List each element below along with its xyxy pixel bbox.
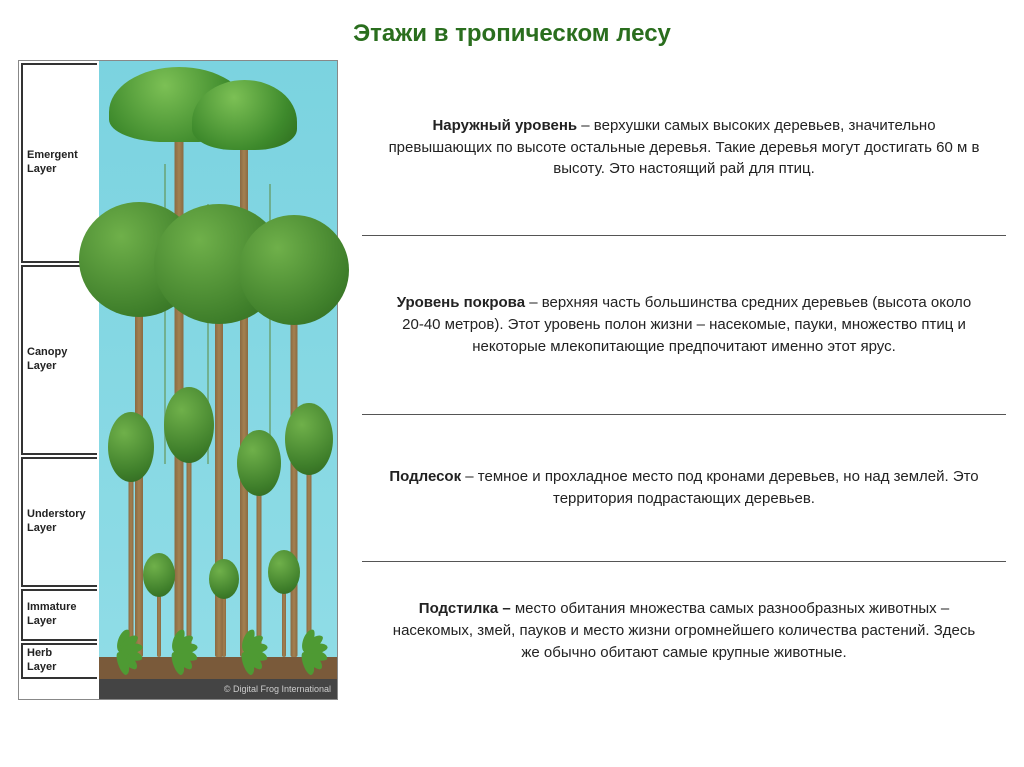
tree-crown <box>239 215 349 325</box>
tree-crown <box>108 412 154 482</box>
layer-label-emergent: EmergentLayer <box>27 149 78 177</box>
content-row: EmergentLayer CanopyLayer UnderstoryLayer I… <box>0 60 1024 755</box>
description-block: Подстилка – место обитания множества сам… <box>362 562 1006 700</box>
descriptions-column: Наружный уровень – верхушки самых высоки… <box>362 60 1006 755</box>
description-text: Уровень покрова – верхняя часть большинс… <box>384 292 984 357</box>
layer-label-immature: ImmatureLayer <box>27 601 77 629</box>
description-block: Наружный уровень – верхушки самых высоки… <box>362 60 1006 236</box>
diagram-copyright: © Digital Frog International <box>99 679 337 699</box>
description-label: Уровень покрова <box>397 294 525 311</box>
shrub <box>119 655 121 657</box>
description-block: Подлесок – темное и прохладное место под… <box>362 415 1006 562</box>
slide: Этажи в тропическом лесу EmergentLayer Ca… <box>0 0 1024 767</box>
tree-crown <box>237 430 281 496</box>
page-title: Этажи в тропическом лесу <box>0 0 1024 60</box>
tree-crown <box>209 559 239 599</box>
shrub <box>244 655 246 657</box>
layer-label-understory: UnderstoryLayer <box>27 508 86 536</box>
layer-label-canopy: CanopyLayer <box>27 346 67 374</box>
tree-crown <box>268 550 300 594</box>
tree-crown <box>143 553 175 597</box>
tree-crown <box>285 403 333 475</box>
description-label: Подлесок <box>389 468 461 485</box>
shrub <box>304 655 306 657</box>
description-block: Уровень покрова – верхняя часть большинс… <box>362 236 1006 415</box>
tree <box>209 579 239 657</box>
shrub <box>174 655 176 657</box>
description-text: Подстилка – место обитания множества сам… <box>384 598 984 663</box>
description-label: Наружный уровень <box>432 117 577 134</box>
description-text: Подлесок – темное и прохладное место под… <box>384 466 984 510</box>
forest-diagram: EmergentLayer CanopyLayer UnderstoryLayer I… <box>18 60 338 700</box>
description-label: Подстилка – <box>419 600 511 617</box>
layer-label-herb: HerbLayer <box>27 647 56 675</box>
description-text: Наружный уровень – верхушки самых высоки… <box>384 115 984 180</box>
tree-crown <box>164 387 214 463</box>
description-body: – темное и прохладное место под кронами … <box>461 468 979 507</box>
tree <box>268 572 300 657</box>
tree <box>143 575 175 657</box>
